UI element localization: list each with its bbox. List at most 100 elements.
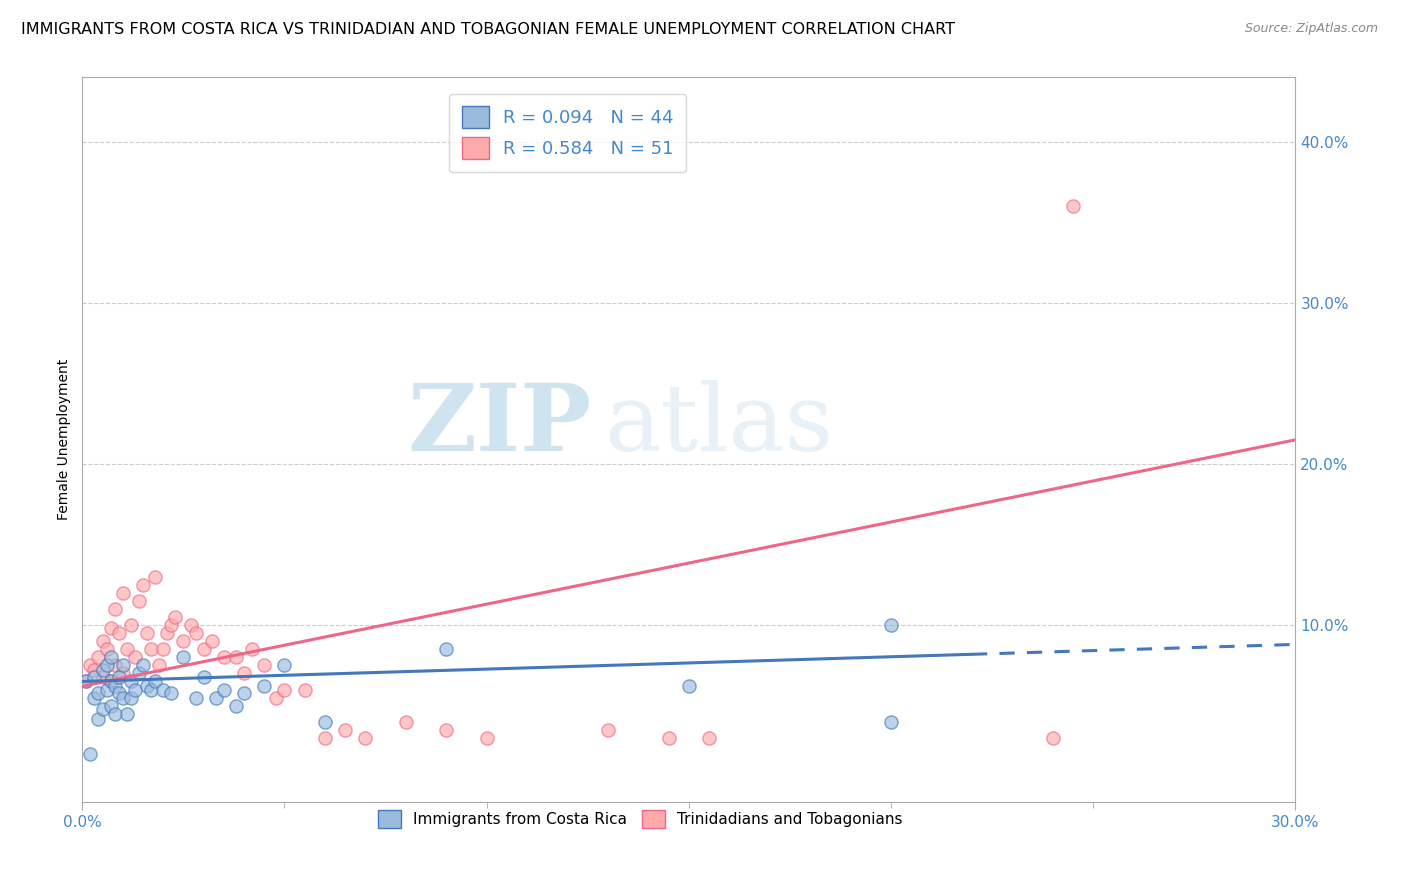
Point — [120, 690, 142, 705]
Point — [212, 682, 235, 697]
Point — [1062, 199, 1084, 213]
Point — [100, 674, 122, 689]
Point — [184, 626, 207, 640]
Point — [87, 711, 110, 725]
Point — [136, 626, 159, 640]
Point — [273, 682, 295, 697]
Text: atlas: atlas — [605, 380, 834, 470]
Point — [253, 658, 276, 673]
Point — [152, 642, 174, 657]
Point — [143, 570, 166, 584]
Point — [128, 594, 150, 608]
Point — [204, 690, 226, 705]
Y-axis label: Female Unemployment: Female Unemployment — [58, 359, 72, 520]
Point — [475, 731, 498, 745]
Point — [100, 698, 122, 713]
Point — [233, 686, 256, 700]
Text: Source: ZipAtlas.com: Source: ZipAtlas.com — [1244, 22, 1378, 36]
Point — [136, 679, 159, 693]
Point — [111, 586, 134, 600]
Point — [79, 658, 101, 673]
Point — [880, 618, 903, 632]
Point — [266, 690, 288, 705]
Point — [294, 682, 316, 697]
Point — [115, 706, 138, 721]
Point — [107, 670, 129, 684]
Point — [172, 650, 194, 665]
Point — [120, 618, 142, 632]
Point — [148, 658, 170, 673]
Point — [434, 723, 457, 737]
Text: IMMIGRANTS FROM COSTA RICA VS TRINIDADIAN AND TOBAGONIAN FEMALE UNEMPLOYMENT COR: IMMIGRANTS FROM COSTA RICA VS TRINIDADIA… — [21, 22, 955, 37]
Point — [132, 658, 155, 673]
Point — [184, 690, 207, 705]
Point — [124, 650, 146, 665]
Point — [91, 663, 114, 677]
Point — [111, 690, 134, 705]
Point — [193, 670, 215, 684]
Point — [658, 731, 681, 745]
Point — [104, 679, 127, 693]
Point — [253, 679, 276, 693]
Point — [333, 723, 356, 737]
Point — [212, 650, 235, 665]
Point — [104, 602, 127, 616]
Point — [83, 670, 105, 684]
Point — [314, 714, 336, 729]
Point — [91, 702, 114, 716]
Point — [156, 626, 179, 640]
Point — [91, 634, 114, 648]
Point — [240, 642, 263, 657]
Point — [111, 666, 134, 681]
Point — [193, 642, 215, 657]
Point — [165, 610, 187, 624]
Point — [83, 663, 105, 677]
Point — [139, 682, 162, 697]
Point — [91, 670, 114, 684]
Point — [75, 674, 97, 689]
Point — [596, 723, 619, 737]
Point — [96, 658, 118, 673]
Point — [143, 674, 166, 689]
Point — [104, 658, 127, 673]
Point — [697, 731, 720, 745]
Point — [180, 618, 202, 632]
Point — [79, 747, 101, 761]
Point — [678, 679, 700, 693]
Point — [87, 650, 110, 665]
Point — [160, 686, 183, 700]
Point — [100, 650, 122, 665]
Point — [96, 642, 118, 657]
Point — [201, 634, 224, 648]
Point — [273, 658, 295, 673]
Point — [111, 658, 134, 673]
Point — [172, 634, 194, 648]
Text: ZIP: ZIP — [408, 380, 592, 470]
Point — [128, 666, 150, 681]
Point — [139, 642, 162, 657]
Point — [87, 686, 110, 700]
Point — [1042, 731, 1064, 745]
Legend: Immigrants from Costa Rica, Trinidadians and Tobagonians: Immigrants from Costa Rica, Trinidadians… — [371, 804, 910, 835]
Point — [83, 690, 105, 705]
Point — [880, 714, 903, 729]
Point — [132, 578, 155, 592]
Point — [100, 674, 122, 689]
Point — [395, 714, 418, 729]
Point — [314, 731, 336, 745]
Point — [434, 642, 457, 657]
Point — [225, 650, 247, 665]
Point — [124, 682, 146, 697]
Point — [96, 682, 118, 697]
Point — [354, 731, 377, 745]
Point — [107, 686, 129, 700]
Point — [75, 674, 97, 689]
Point — [115, 642, 138, 657]
Point — [107, 626, 129, 640]
Point — [100, 621, 122, 635]
Point — [120, 674, 142, 689]
Point — [104, 706, 127, 721]
Point — [233, 666, 256, 681]
Point — [160, 618, 183, 632]
Point — [152, 682, 174, 697]
